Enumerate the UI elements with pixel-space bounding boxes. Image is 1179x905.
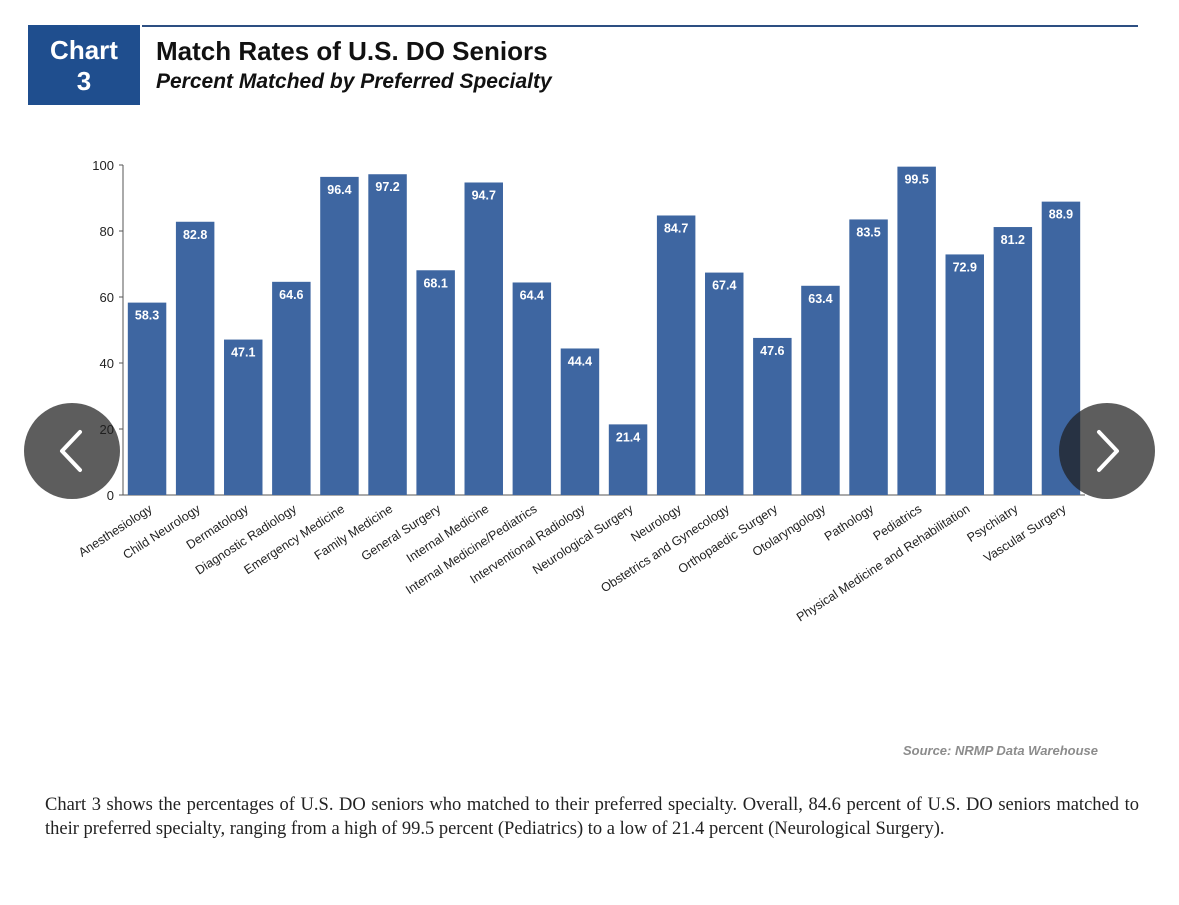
data-label: 64.6 [279, 288, 303, 302]
data-label: 47.1 [231, 346, 255, 360]
data-label: 99.5 [904, 173, 928, 187]
badge-number: 3 [76, 66, 92, 96]
data-label: 81.2 [1001, 233, 1025, 247]
chart-subtitle: Percent Matched by Preferred Specialty [156, 70, 552, 93]
bar [897, 166, 936, 495]
bar [175, 221, 215, 495]
data-label: 88.9 [1049, 208, 1073, 222]
bar [656, 215, 696, 495]
bar [849, 219, 888, 495]
bar [801, 285, 840, 495]
data-label: 58.3 [135, 309, 159, 323]
y-tick-label: 60 [100, 290, 114, 305]
data-label: 68.1 [423, 276, 447, 290]
data-label: 63.4 [808, 292, 832, 306]
chevron-left-icon [60, 430, 82, 472]
chart-caption: Chart 3 shows the percentages of U.S. DO… [45, 795, 1139, 839]
bar [753, 337, 792, 495]
data-label: 82.8 [183, 228, 207, 242]
x-tick-label: General Surgery [359, 501, 444, 563]
bar [224, 339, 263, 495]
x-tick-label: Pathology [822, 501, 877, 543]
chart-title: Match Rates of U.S. DO Seniors [156, 36, 548, 66]
data-label: 21.4 [616, 430, 640, 444]
bar [464, 182, 503, 496]
y-tick-label: 100 [92, 158, 114, 173]
header-rule [142, 25, 1138, 27]
bar [705, 272, 744, 495]
bar-chart: 02040608010058.3Anesthesiology82.8Child … [76, 158, 1085, 625]
chevron-right-icon [1097, 430, 1119, 472]
bar [127, 302, 167, 495]
y-tick-label: 80 [100, 224, 114, 239]
bar [560, 348, 600, 495]
bar [608, 424, 648, 495]
x-tick-label: Physical Medicine and Rehabilitation [794, 502, 972, 625]
data-label: 96.4 [327, 183, 351, 197]
bar [320, 176, 359, 495]
data-label: 44.4 [568, 354, 592, 368]
y-tick-label: 0 [107, 488, 114, 503]
bar [945, 254, 984, 495]
bar [416, 270, 455, 495]
badge-label: Chart [50, 35, 118, 65]
data-label: 97.2 [375, 180, 399, 194]
bar [272, 281, 311, 495]
data-label: 67.4 [712, 279, 736, 293]
next-button[interactable] [1059, 403, 1155, 499]
data-label: 72.9 [953, 260, 977, 274]
data-label: 64.4 [520, 288, 544, 302]
data-label: 47.6 [760, 344, 784, 358]
source-note: Source: NRMP Data Warehouse [902, 743, 1098, 758]
data-label: 94.7 [472, 188, 496, 202]
bar [993, 227, 1033, 495]
data-label: 84.7 [664, 221, 688, 235]
bar [368, 174, 407, 496]
previous-button[interactable] [24, 403, 120, 499]
data-label: 83.5 [856, 225, 880, 239]
chart-number-badge: Chart 3 [28, 25, 140, 105]
x-tick-label: Vascular Surgery [981, 501, 1069, 565]
bar [512, 282, 552, 495]
y-tick-label: 40 [100, 356, 114, 371]
